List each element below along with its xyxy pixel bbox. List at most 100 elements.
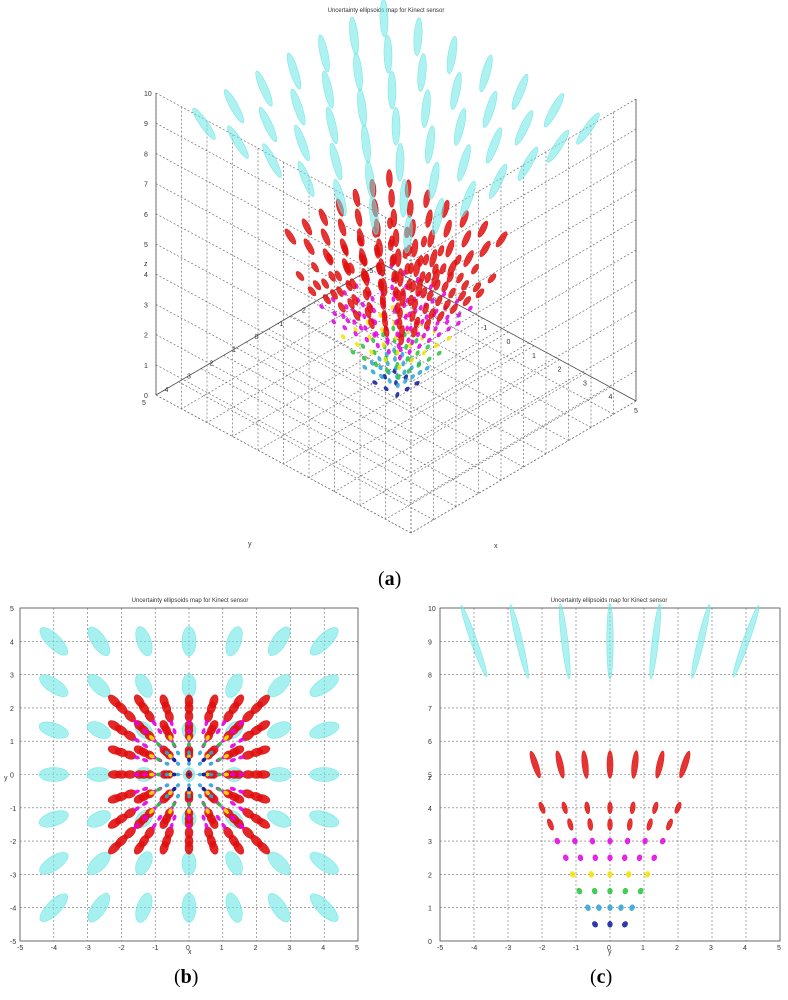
ellipsoid-mark: [354, 208, 363, 227]
y-tick-label: 2: [210, 360, 214, 367]
ellipsoid-mark: [488, 163, 508, 199]
ellipsoid-mark: [350, 349, 356, 355]
ellipsoid-mark: [362, 313, 367, 320]
ellipsoid-mark: [363, 325, 368, 331]
ellipsoid-mark: [410, 280, 416, 293]
z-tick-label: 0: [144, 393, 148, 400]
ellipsoid-mark: [340, 334, 346, 340]
ellipsoid-mark: [352, 188, 361, 207]
ellipsoid-mark: [339, 238, 349, 257]
ellipsoid-mark: [514, 110, 534, 146]
ellipsoid-mark: [216, 772, 223, 777]
ellipsoid-mark: [187, 735, 191, 741]
chart-top-view-panel: Uncertainty ellipsoids map for Kinect se…: [4, 598, 359, 956]
z-tick-label: 3: [144, 302, 148, 309]
ellipsoid-mark: [223, 89, 245, 124]
ellipsoid-mark: [353, 310, 361, 321]
ellipsoid-mark: [462, 296, 472, 307]
ellipsoid-mark: [646, 818, 653, 831]
ellipsoid-mark: [301, 218, 313, 236]
ellipsoid-mark: [417, 53, 427, 92]
x-tick-label: -4: [471, 945, 477, 952]
ellipsoid-mark: [164, 783, 170, 788]
ellipsoid-mark: [349, 16, 359, 55]
ellipsoid-mark: [588, 871, 594, 878]
ellipsoid-mark: [399, 178, 409, 218]
ellipsoid-mark: [359, 325, 364, 331]
x-tick-label: -5: [437, 945, 443, 952]
ellipsoid-mark: [509, 604, 529, 679]
x-tick-label: -2: [118, 945, 124, 952]
ellipsoid-mark: [176, 750, 180, 756]
y-tick-label: 4: [165, 387, 169, 394]
ellipsoid-mark: [546, 129, 570, 163]
ellipsoid-mark: [221, 719, 227, 727]
ellipsoid-mark: [192, 107, 216, 140]
ellipsoid-mark: [334, 270, 342, 282]
z-tick-label: 4: [144, 272, 148, 279]
ellipsoid-mark: [485, 127, 503, 164]
ellipsoid-mark: [396, 382, 400, 389]
ellipsoid-mark: [517, 146, 539, 181]
ellipsoid-mark: [627, 818, 633, 831]
ellipsoid-mark: [225, 626, 243, 657]
ellipsoid-mark: [156, 741, 162, 748]
data-marks-side-view: [460, 603, 760, 928]
ellipsoid-mark: [631, 750, 639, 779]
ellipsoid-mark: [225, 851, 243, 876]
ellipsoid-mark: [208, 772, 214, 777]
ellipsoid-mark: [238, 737, 245, 743]
ellipsoid-mark: [354, 341, 360, 348]
chart-title: Uncertainty ellipsoids map for Kinect se…: [551, 598, 668, 604]
ellipsoid-mark: [409, 357, 414, 363]
ellipsoid-mark: [584, 801, 591, 815]
ellipsoid-mark: [397, 307, 403, 319]
caption-a: (a): [378, 568, 402, 590]
ellipsoid-mark: [441, 281, 449, 293]
ellipsoid-mark: [666, 818, 673, 831]
z-tick-label: 2: [144, 333, 148, 340]
ellipsoid-mark: [406, 368, 411, 374]
ellipsoid-mark: [413, 17, 423, 56]
ellipsoid-mark: [401, 360, 406, 367]
ellipsoid-mark: [169, 822, 174, 830]
ellipsoid-mark: [201, 787, 207, 792]
floor-grid-line: [385, 386, 611, 520]
ellipsoid-mark: [216, 741, 222, 748]
y-tick-label: -1: [277, 321, 283, 328]
y-tick-label: 3: [187, 374, 191, 381]
caption-c: (c): [590, 966, 613, 988]
ellipsoid-mark: [221, 822, 227, 830]
ellipsoid-mark: [208, 750, 214, 756]
ellipsoid-mark: [649, 603, 662, 680]
ellipsoid-mark: [39, 893, 68, 922]
z-tick-label: 5: [144, 242, 148, 249]
ellipsoid-mark: [266, 767, 292, 782]
ellipsoid-mark: [428, 161, 440, 200]
ellipsoid-mark: [460, 180, 476, 218]
floor-grid-line: [223, 355, 479, 494]
ellipsoid-mark: [328, 271, 336, 282]
ellipsoid-mark: [442, 291, 447, 297]
ellipsoid-mark: [187, 801, 191, 808]
ellipsoid-mark: [87, 626, 111, 656]
y-tick-label: -3: [10, 872, 16, 879]
ellipsoid-mark: [223, 790, 229, 795]
ellipsoid-mark: [644, 871, 651, 878]
z-tick-label: 3: [428, 839, 432, 846]
ellipsoid-mark: [142, 786, 149, 791]
ellipsoid-mark: [262, 143, 282, 178]
y-tick-label: 0: [255, 334, 259, 341]
ellipsoid-mark: [187, 761, 191, 766]
ellipsoid-mark: [364, 337, 369, 343]
z-tick-label: 10: [428, 606, 436, 613]
ellipsoid-mark: [447, 259, 457, 277]
ellipsoid-mark: [543, 93, 565, 128]
ellipsoid-mark: [397, 268, 404, 287]
ellipsoid-mark: [406, 337, 411, 344]
ellipsoid-mark: [307, 286, 317, 297]
caption-b: (b): [174, 966, 199, 988]
z-tick-label: 2: [428, 872, 432, 879]
ellipsoid-mark: [547, 818, 554, 831]
ellipsoid-mark: [399, 288, 406, 307]
